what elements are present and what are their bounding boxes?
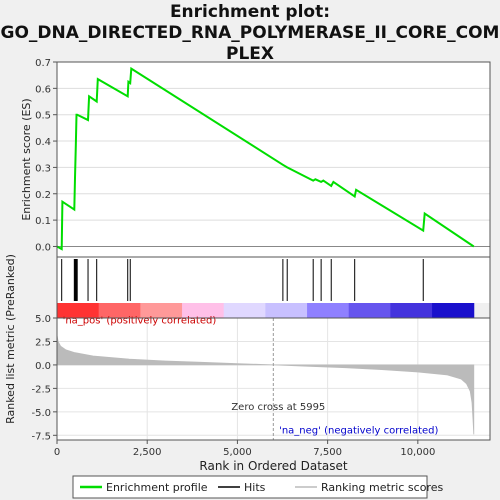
metric-xtick-label: 2,500: [133, 447, 162, 458]
es-ytick-label: 0.6: [35, 84, 51, 95]
metric-xtick-label: 7,500: [313, 447, 342, 458]
colorbar-cell: [307, 303, 350, 318]
es-ytick-label: 0.7: [35, 58, 51, 69]
colorbar-cell: [140, 303, 183, 318]
metric-ytick-label: 2.5: [35, 337, 51, 348]
colorbar-cell: [57, 303, 100, 318]
colorbar-cell: [348, 303, 391, 318]
metric-ytick-label: -2.5: [31, 384, 51, 395]
metric-ytick-label: -5.0: [31, 408, 51, 419]
legend: Enrichment profile Hits Ranking metric sco…: [72, 475, 443, 499]
enrichment-profile-line: [56, 66, 475, 251]
legend-label: Enrichment profile: [106, 481, 208, 494]
colorbar-cell: [265, 303, 308, 318]
legend-box: [72, 475, 428, 499]
es-ytick-label: 0.5: [35, 111, 51, 122]
title-line-1: Enrichment plot:: [169, 2, 331, 22]
colorbar-cell: [182, 303, 225, 318]
metric-ytick-label: 0.0: [35, 361, 51, 372]
metric-xtick-label: 10,000: [400, 447, 435, 458]
es-ytick-label: 0.4: [35, 137, 51, 148]
es-ylabel: Enrichment score (ES): [20, 98, 33, 220]
es-ytick-label: 0.3: [35, 163, 51, 174]
metric-xtick-label: 5,000: [223, 447, 252, 458]
legend-label: Hits: [244, 481, 266, 494]
es-ytick-label: 0.0: [35, 242, 51, 253]
colorbar-cell: [390, 303, 433, 318]
colorbar-cell: [432, 303, 475, 318]
colorbar-cell: [223, 303, 266, 318]
es-ytick-label: 0.1: [35, 216, 51, 227]
title-line-2: GO_DNA_DIRECTED_RNA_POLYMERASE_II_CORE_C…: [0, 23, 500, 43]
metric-xlabel: Rank in Ordered Dataset: [199, 459, 347, 473]
metric-frame: [56, 317, 491, 441]
metric-panel: 5.0 2.5 0.0 -2.5 -5.0 -7.50 2,500 5,000 7,500 10,…: [4, 254, 491, 473]
zero-cross-annotation: Zero cross at 5995: [231, 402, 325, 413]
metric-ylabel: Ranked list metric (PreRanked): [4, 254, 17, 424]
hits-area: [57, 257, 490, 303]
title-line-3: PLEX: [225, 44, 274, 64]
metric-xtick-label: 0: [54, 447, 60, 458]
metric-ytick-label: 5.0: [35, 314, 51, 325]
legend-label: Ranking metric scores: [321, 481, 443, 494]
es-panel: 0.0 0.1 0.2 0.3 0.4 0.5 0.6 0.7 Enrichment score…: [20, 58, 491, 258]
na-pos-annotation: 'na_pos' (positively correlated): [63, 316, 217, 327]
ranking-metric-area: [56, 334, 475, 435]
metric-ytick-label: -7.5: [31, 431, 51, 442]
es-ytick-label: 0.2: [35, 190, 51, 201]
hits-panel: [56, 256, 491, 319]
na-neg-annotation: 'na_neg' (negatively correlated): [279, 425, 438, 436]
colorbar-cell: [98, 303, 141, 318]
